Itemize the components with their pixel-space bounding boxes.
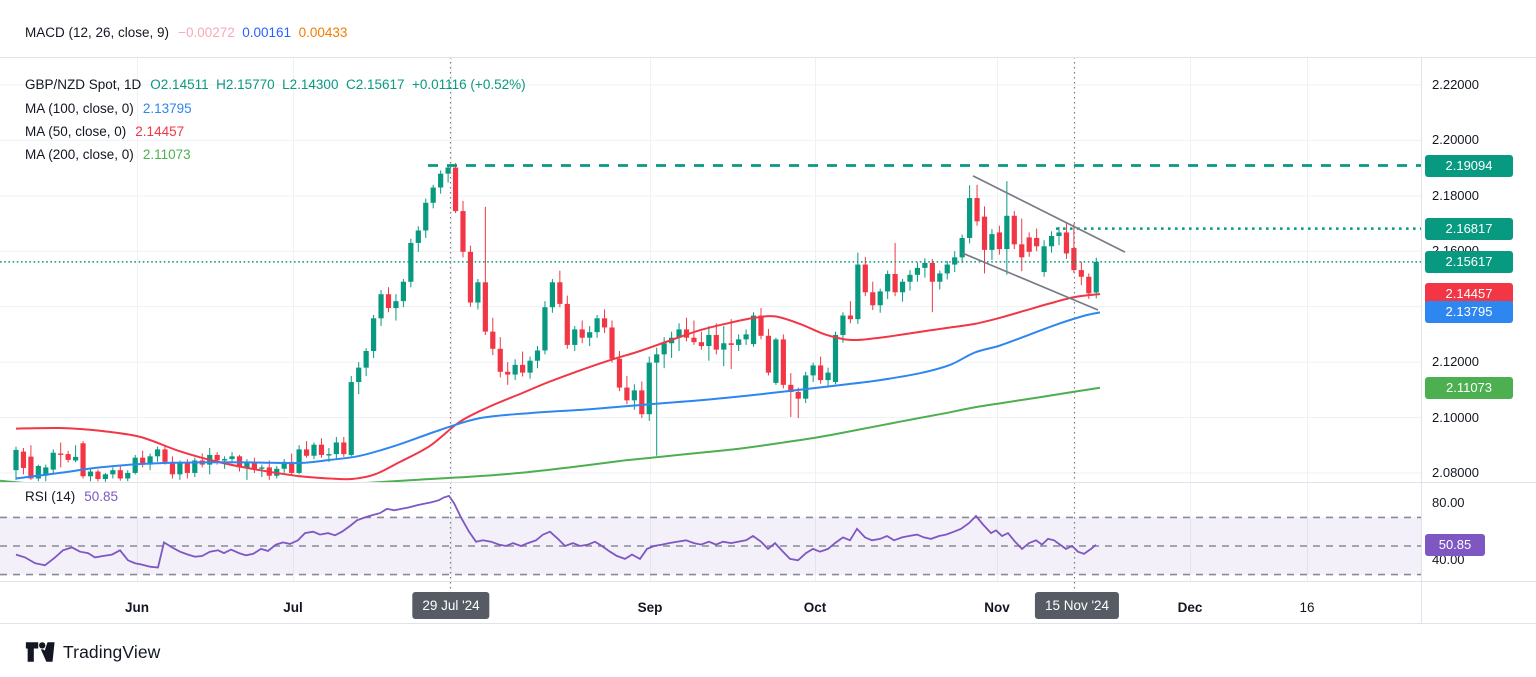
ma200-label: MA (200, close, 0) <box>25 147 134 162</box>
macd-value: −0.00272 <box>178 25 235 40</box>
tradingview-logo-icon <box>25 642 55 662</box>
rsi-label: RSI (14) <box>25 489 76 504</box>
ma200-value: 2.11073 <box>142 147 191 162</box>
price-pane[interactable] <box>0 163 1421 490</box>
ma50-legend[interactable]: MA (50, close, 0) 2.14457 <box>25 123 184 141</box>
ma200-legend[interactable]: MA (200, close, 0) 2.11073 <box>25 146 191 164</box>
time-axis-label: Sep <box>637 600 663 615</box>
ma200-line <box>0 386 1101 482</box>
candlestick-series <box>13 163 1099 482</box>
price-axis-label: 2.12000 <box>1432 354 1479 370</box>
rsi-badge: 50.85 <box>1425 533 1485 556</box>
ma100-line <box>15 311 1101 480</box>
tradingview-watermark[interactable]: TradingView <box>25 640 160 664</box>
ma50-value: 2.14457 <box>135 124 185 139</box>
price-axis-label: 2.20000 <box>1432 132 1479 148</box>
time-axis-label: Jun <box>124 600 150 615</box>
price-badge: 2.15617 <box>1425 250 1513 273</box>
macd-legend-values: −0.00272 0.00161 0.00433 <box>178 24 347 42</box>
ohlc-values: O2.14511 H2.15770 L2.14300 C2.15617 +0.0… <box>150 77 526 92</box>
ma100-label: MA (100, close, 0) <box>25 101 134 116</box>
price-badge: 2.13795 <box>1425 301 1513 324</box>
macd-value: 0.00433 <box>291 25 348 40</box>
symbol-legend[interactable]: GBP/NZD Spot, 1D O2.14511 H2.15770 L2.14… <box>25 76 526 94</box>
time-axis-label: 16 <box>1299 600 1315 615</box>
time-axis-label: Jul <box>283 600 303 615</box>
ma100-value: 2.13795 <box>142 101 192 116</box>
macd-value: 0.00161 <box>234 25 292 40</box>
ma100-legend[interactable]: MA (100, close, 0) 2.13795 <box>25 100 192 118</box>
price-badge: 2.19094 <box>1425 154 1513 177</box>
rsi-axis-label: 40.00 <box>1432 552 1465 568</box>
symbol-name: GBP/NZD Spot, 1D <box>25 77 142 92</box>
price-badge: 2.16817 <box>1425 217 1513 240</box>
time-axis-label: Dec <box>1177 600 1203 615</box>
ma50-line <box>15 293 1101 481</box>
time-axis-label: Oct <box>803 600 827 615</box>
grid <box>0 57 1421 581</box>
ma50-label: MA (50, close, 0) <box>25 124 127 139</box>
price-badge: 2.11073 <box>1425 376 1513 399</box>
price-axis-label: 2.18000 <box>1432 187 1479 203</box>
price-badge: 2.14457 <box>1425 283 1513 306</box>
macd-legend[interactable]: MACD (12, 26, close, 9) −0.00272 0.00161… <box>25 24 347 42</box>
time-badge: 15 Nov '24 <box>1034 592 1120 619</box>
rsi-legend[interactable]: RSI (14) 50.85 <box>25 488 118 506</box>
time-axis-label: Nov <box>984 600 1010 615</box>
rsi-line <box>15 494 1097 569</box>
time-badge: 29 Jul '24 <box>412 592 490 619</box>
price-axis-label: 2.08000 <box>1432 464 1479 480</box>
tradingview-watermark-text: TradingView <box>63 641 161 662</box>
macd-legend-title: MACD (12, 26, close, 9) <box>25 25 170 40</box>
rsi-pane[interactable] <box>0 494 1421 576</box>
rsi-axis-label: 80.00 <box>1432 495 1465 511</box>
rsi-value: 50.85 <box>84 489 119 504</box>
price-axis-label: 2.10000 <box>1432 409 1479 425</box>
price-axis-label: 2.22000 <box>1432 77 1479 92</box>
